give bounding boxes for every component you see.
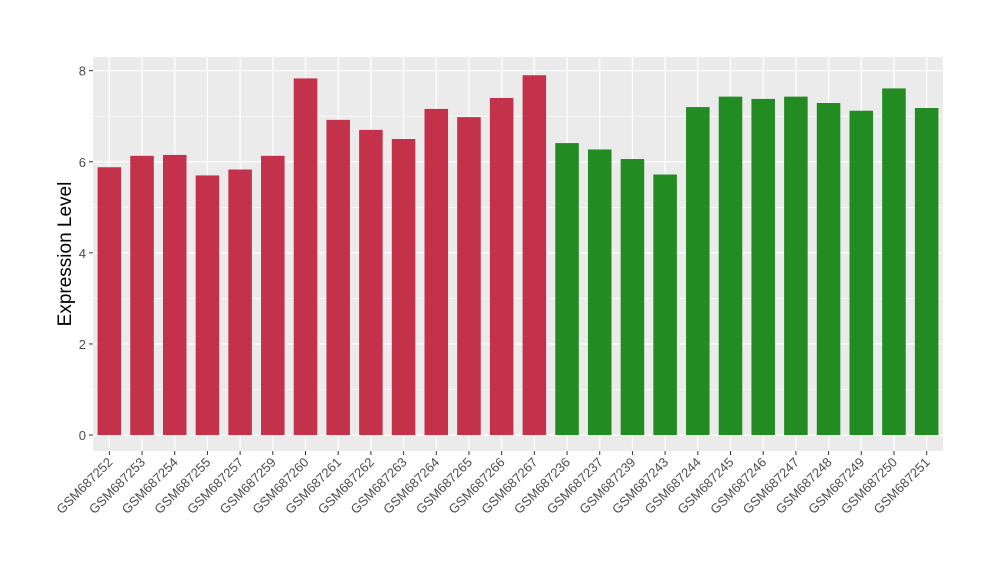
y-tick-label: 8 xyxy=(79,64,86,79)
bar-GSM687236 xyxy=(555,143,579,436)
y-tick-label: 2 xyxy=(79,337,86,352)
bar-GSM687247 xyxy=(784,96,808,436)
bar-GSM687248 xyxy=(816,103,841,436)
y-tick-label: 4 xyxy=(79,246,86,261)
bar-GSM687254 xyxy=(162,154,187,436)
bar-GSM687244 xyxy=(686,107,710,436)
bar-GSM687260 xyxy=(293,78,318,436)
bar-GSM687253 xyxy=(130,155,154,436)
x-axis: GSM687252GSM687253GSM687254GSM687255GSM6… xyxy=(53,451,933,517)
bar-GSM687259 xyxy=(261,155,285,436)
bar-GSM687267 xyxy=(522,75,547,436)
bar-GSM687265 xyxy=(457,117,481,436)
bar-GSM687251 xyxy=(914,108,939,436)
bar-GSM687266 xyxy=(489,97,514,436)
bar-GSM687264 xyxy=(424,108,449,436)
y-tick-label: 0 xyxy=(79,428,86,443)
bar-GSM687243 xyxy=(653,174,677,436)
y-axis: 0 2 4 6 8 xyxy=(79,64,93,443)
bar-GSM687263 xyxy=(391,138,416,436)
bar-GSM687252 xyxy=(97,167,122,436)
y-tick-label: 6 xyxy=(79,155,86,170)
bar-GSM687261 xyxy=(326,119,350,436)
bar-GSM687262 xyxy=(359,129,383,436)
y-axis-title: Expression Level xyxy=(55,182,76,327)
bar-GSM687246 xyxy=(751,98,775,436)
bar-GSM687257 xyxy=(228,169,252,436)
bar-GSM687250 xyxy=(882,88,906,436)
bar-GSM687245 xyxy=(718,96,743,436)
bar-GSM687239 xyxy=(620,159,645,436)
bar-GSM687255 xyxy=(195,175,220,436)
bar-GSM687237 xyxy=(587,149,612,436)
bar-GSM687249 xyxy=(849,110,874,436)
bars xyxy=(97,75,939,436)
